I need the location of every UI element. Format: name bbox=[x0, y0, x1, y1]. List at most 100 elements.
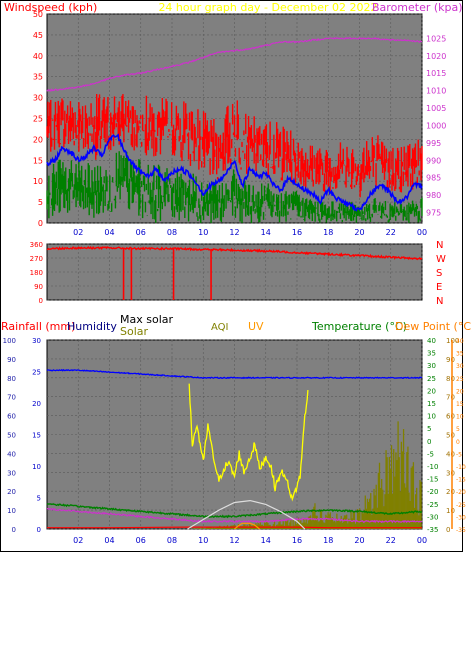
dew-point-tick-label: 20 bbox=[456, 388, 464, 395]
barometer-tick-label: 995 bbox=[426, 139, 441, 148]
barometer-tick-label: 1020 bbox=[426, 52, 446, 61]
direction-tick-label: 270 bbox=[30, 255, 43, 263]
barometer-tick-label: 980 bbox=[426, 191, 441, 200]
dew-point-tick-label: -15 bbox=[456, 477, 466, 484]
max-solar-curve bbox=[187, 499, 306, 530]
temperature-tick-label: 0 bbox=[427, 438, 431, 446]
compass-label: N bbox=[436, 296, 443, 307]
humidity-tick-label: 60 bbox=[7, 413, 16, 421]
legend-max-solar: Max solar bbox=[120, 313, 173, 326]
humidity-tick-label: 70 bbox=[7, 394, 16, 402]
temperature-tick-label: 5 bbox=[427, 425, 431, 433]
legend-solar: Solar bbox=[120, 325, 149, 338]
legend-uv: UV bbox=[248, 320, 264, 333]
wind-direction-line bbox=[47, 245, 423, 261]
legend-temperature: Temperature (°C) bbox=[311, 320, 407, 333]
legend-aqi: AQI bbox=[211, 322, 229, 333]
dew-point-tick-label: 15 bbox=[456, 401, 464, 408]
barometer-tick-label: 1025 bbox=[426, 34, 446, 43]
uv-line bbox=[234, 522, 260, 530]
direction-tick-label: 90 bbox=[34, 283, 43, 291]
rainfall-tick-label: 5 bbox=[37, 495, 41, 503]
temperature-tick-label: -35 bbox=[427, 526, 438, 534]
rainfall-tick-label: 15 bbox=[32, 432, 41, 440]
temperature-tick-label: -5 bbox=[427, 450, 434, 458]
dew-point-tick-label: 30 bbox=[456, 363, 464, 370]
bottom-x-tick-label: 14 bbox=[261, 536, 271, 545]
solar-tick-label: 80 bbox=[446, 375, 455, 383]
temperature-tick-label: 10 bbox=[427, 413, 436, 421]
barometer-line bbox=[46, 36, 422, 92]
dew-point-tick-label: 25 bbox=[456, 376, 464, 383]
windspeed-axis-title: Windspeed (kph) bbox=[4, 1, 97, 14]
windspeed-tick-label: 5 bbox=[38, 198, 43, 207]
legend-rainfall: Rainfall (mm) bbox=[1, 320, 75, 333]
temperature-tick-label: -20 bbox=[427, 488, 438, 496]
humidity-tick-label: 20 bbox=[7, 488, 16, 496]
windspeed-tick-label: 20 bbox=[33, 135, 43, 144]
bottom-x-tick-label: 02 bbox=[73, 536, 83, 545]
bottom-x-tick-label: 20 bbox=[354, 536, 364, 545]
direction-tick-label: 180 bbox=[30, 269, 43, 277]
bottom-x-tick-label: 10 bbox=[198, 536, 208, 545]
temperature-tick-label: -15 bbox=[427, 476, 438, 484]
windspeed-tick-label: 15 bbox=[33, 156, 43, 165]
humidity-tick-label: 80 bbox=[7, 375, 16, 383]
wind-x-tick-label: 12 bbox=[229, 228, 239, 237]
dew-point-tick-label: -5 bbox=[456, 451, 462, 458]
barometer-tick-label: 990 bbox=[426, 156, 441, 165]
humidity-tick-label: 90 bbox=[7, 356, 16, 364]
barometer-tick-label: 975 bbox=[426, 209, 441, 218]
bottom-x-tick-label: 18 bbox=[323, 536, 333, 545]
windspeed-tick-label: 30 bbox=[33, 94, 43, 103]
rainfall-tick-label: 0 bbox=[37, 526, 41, 534]
temperature-line bbox=[46, 503, 423, 519]
temperature-tick-label: 40 bbox=[427, 337, 436, 345]
windspeed-tick-label: 40 bbox=[33, 52, 43, 61]
wind-x-tick-label: 16 bbox=[292, 228, 302, 237]
rainfall-tick-label: 30 bbox=[32, 337, 41, 345]
wind-x-tick-label: 00 bbox=[417, 228, 427, 237]
humidity-tick-label: 30 bbox=[7, 469, 16, 477]
wind-x-tick-label: 18 bbox=[323, 228, 333, 237]
bottom-x-tick-label: 12 bbox=[229, 536, 239, 545]
humidity-tick-label: 40 bbox=[7, 450, 16, 458]
chart-title: 24 hour graph day - December 02 2022 bbox=[158, 1, 377, 14]
solar-tick-label: 0 bbox=[446, 526, 450, 534]
solar-line bbox=[188, 383, 309, 502]
solar-tick-label: 90 bbox=[446, 356, 455, 364]
temperature-tick-label: 30 bbox=[427, 362, 436, 370]
humidity-line bbox=[46, 368, 423, 380]
direction-tick-label: 360 bbox=[30, 241, 43, 249]
humidity-tick-label: 0 bbox=[12, 526, 16, 534]
temperature-tick-label: 25 bbox=[427, 375, 436, 383]
legend-humidity: Humidity bbox=[67, 320, 117, 333]
legend-dew-point: Dew Point (°C) bbox=[395, 320, 472, 333]
bottom-x-tick-label: 16 bbox=[292, 536, 302, 545]
wind-x-tick-label: 06 bbox=[136, 228, 146, 237]
temperature-tick-label: -30 bbox=[427, 513, 438, 521]
dew-point-tick-label: -10 bbox=[456, 464, 466, 471]
compass-label: S bbox=[436, 268, 442, 279]
wind-x-tick-label: 20 bbox=[354, 228, 364, 237]
dew-point-tick-label: 0 bbox=[456, 439, 460, 446]
wind-x-tick-label: 08 bbox=[167, 228, 177, 237]
bottom-x-tick-label: 08 bbox=[167, 536, 177, 545]
solar-tick-label: 60 bbox=[446, 413, 455, 421]
solar-tick-label: 10 bbox=[446, 507, 455, 515]
windspeed-tick-label: 0 bbox=[38, 219, 43, 228]
dew-point-tick-label: -35 bbox=[456, 527, 466, 534]
dew-point-tick-label: 10 bbox=[456, 414, 464, 421]
wind-x-tick-label: 22 bbox=[386, 228, 396, 237]
windspeed-tick-label: 50 bbox=[33, 10, 43, 19]
windspeed-tick-label: 35 bbox=[33, 73, 43, 82]
humidity-tick-label: 100 bbox=[3, 337, 16, 345]
solar-tick-label: 70 bbox=[446, 394, 455, 402]
wind-x-tick-label: 14 bbox=[261, 228, 271, 237]
temperature-tick-label: -25 bbox=[427, 501, 438, 509]
barometer-tick-label: 1015 bbox=[426, 69, 446, 78]
humidity-tick-label: 10 bbox=[7, 507, 16, 515]
compass-label: W bbox=[436, 254, 446, 265]
wind-average-line bbox=[46, 133, 423, 212]
